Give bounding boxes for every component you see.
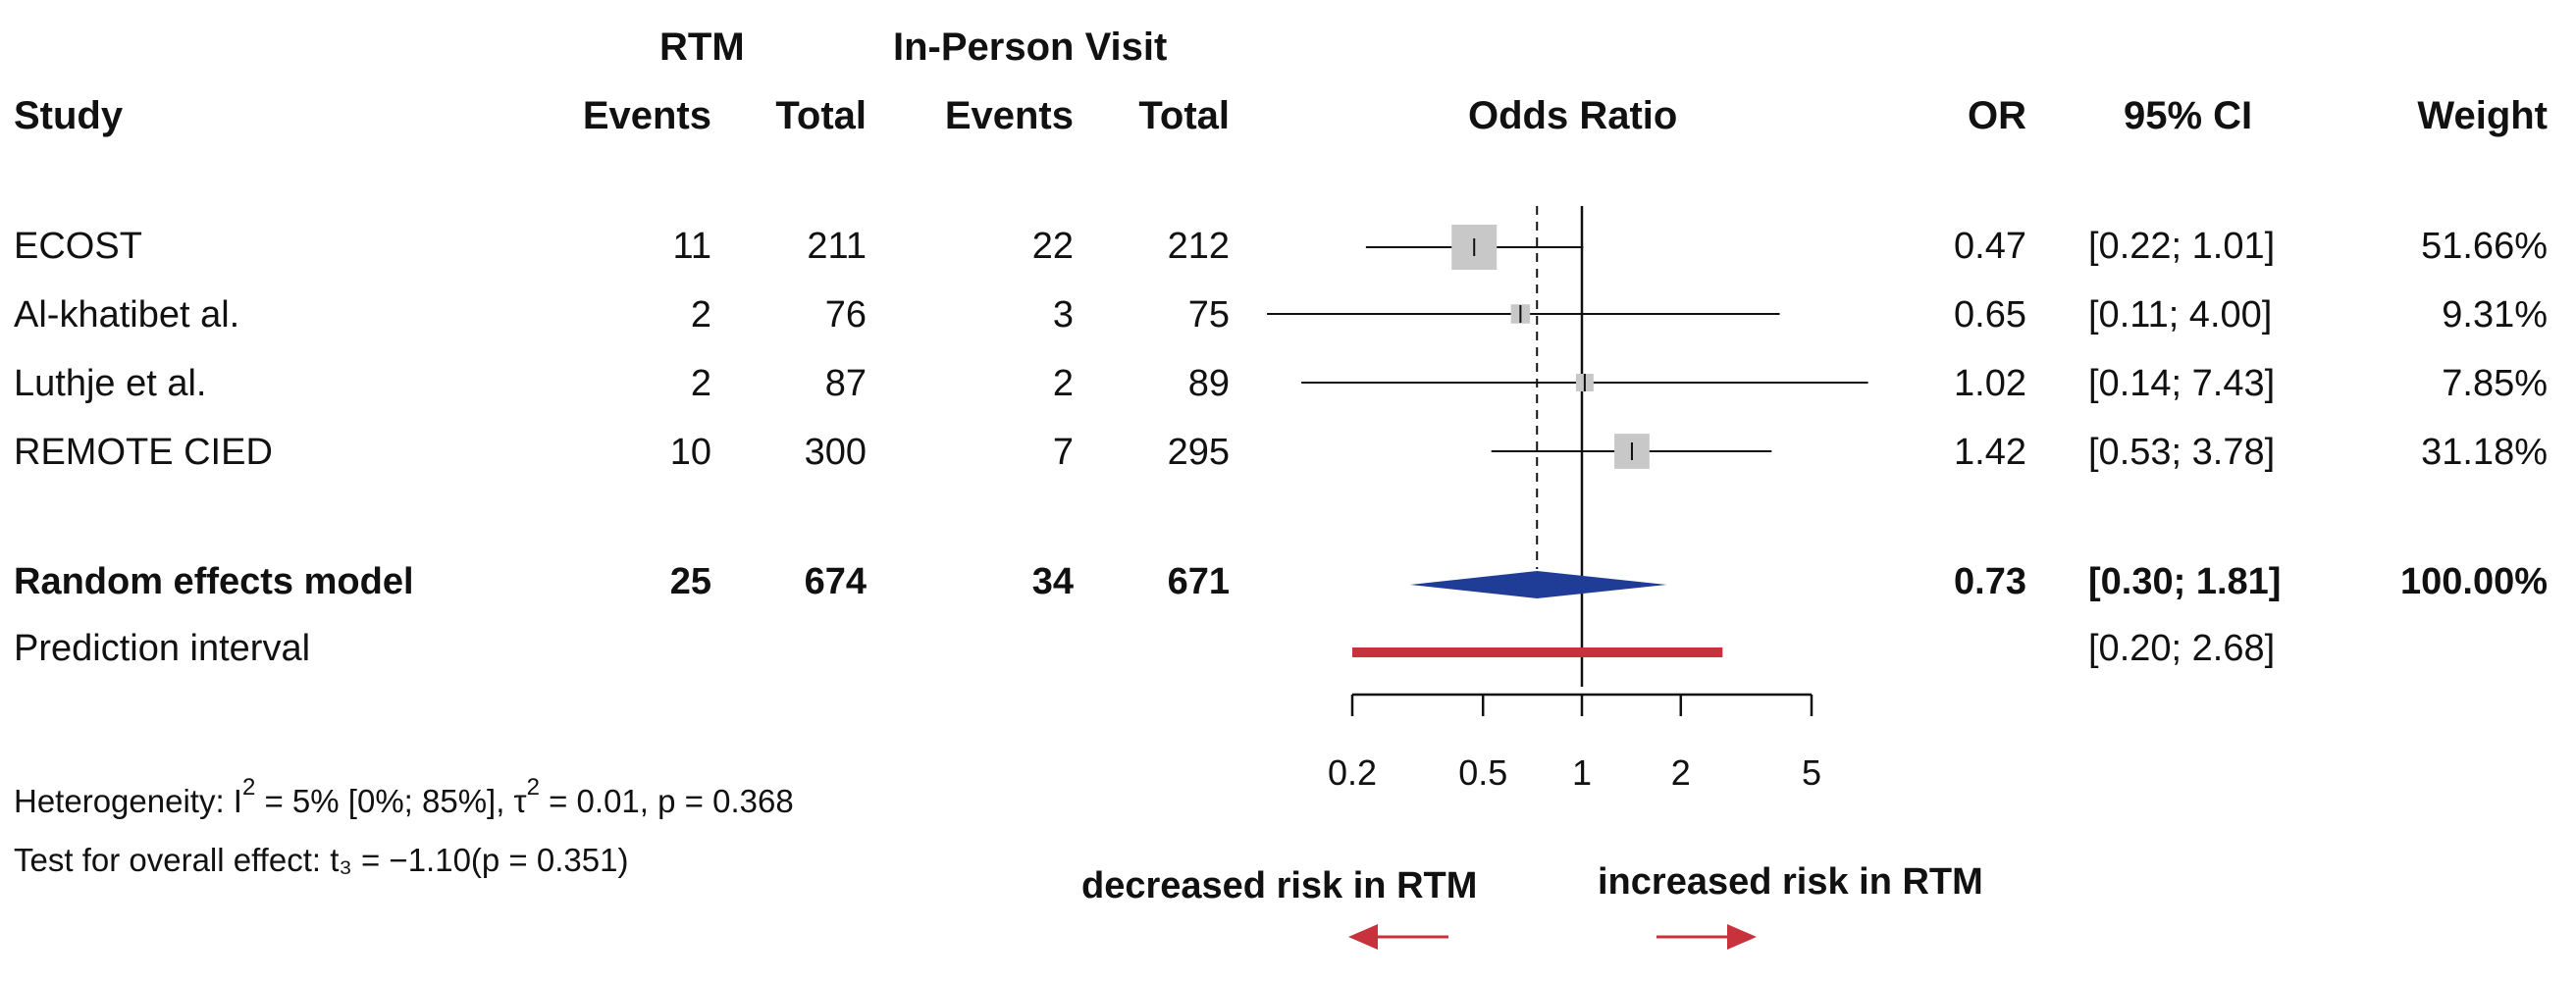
x-axis-tick-label: 5 <box>1802 752 1821 793</box>
events-in-person: 34 <box>1031 561 1074 602</box>
increased-risk-arrow-head <box>1727 924 1757 950</box>
confidence-interval: [0.53; 3.78] <box>2088 432 2276 473</box>
header-odds-ratio: Odds Ratio <box>1468 94 1678 137</box>
confidence-interval: [0.30; 1.81] <box>2088 561 2282 602</box>
events-in-person: 22 <box>1031 226 1074 267</box>
odds-ratio-value: 0.65 <box>1954 294 2026 336</box>
confidence-interval: [0.20; 2.68] <box>2088 628 2276 669</box>
confidence-interval: [0.11; 4.00] <box>2088 294 2273 336</box>
total-rtm: 211 <box>807 226 867 267</box>
header-total-in-person: Total <box>1138 94 1230 137</box>
study-name: Luthje et al. <box>14 363 207 404</box>
events-in-person: 3 <box>1052 294 1074 336</box>
total-rtm: 674 <box>804 561 867 602</box>
study-name: Al-khatibet al. <box>14 294 240 336</box>
odds-ratio-value: 1.42 <box>1954 432 2026 473</box>
total-in-person: 75 <box>1187 294 1230 336</box>
events-rtm: 2 <box>690 294 711 336</box>
header-events-rtm: Events <box>582 94 711 137</box>
events-rtm: 11 <box>672 226 711 267</box>
odds-ratio-value: 1.02 <box>1954 363 2026 404</box>
total-rtm: 300 <box>804 432 867 473</box>
x-axis-tick-label: 1 <box>1572 752 1592 793</box>
study-name: REMOTE CIED <box>14 432 273 473</box>
confidence-interval: [0.14; 7.43] <box>2088 363 2276 404</box>
header-group-in-person: In-Person Visit <box>893 26 1168 69</box>
total-in-person: 212 <box>1167 226 1230 267</box>
heterogeneity-text: Heterogeneity: I2 = 5% [0%; 85%], τ2 = 0… <box>14 774 794 819</box>
decreased-risk-arrow-head <box>1348 924 1378 950</box>
header-total-rtm: Total <box>775 94 867 137</box>
header-ci: 95% CI <box>2124 94 2253 137</box>
total-in-person: 89 <box>1187 363 1230 404</box>
study-name: Prediction interval <box>14 628 311 669</box>
confidence-interval: [0.22; 1.01] <box>2088 226 2276 267</box>
events-rtm: 2 <box>690 363 711 404</box>
total-rtm: 87 <box>824 363 867 404</box>
events-rtm: 10 <box>669 432 711 473</box>
header-group-rtm: RTM <box>659 26 745 69</box>
decreased-risk-label: decreased risk in RTM <box>1081 865 1478 906</box>
x-axis-tick-label: 0.5 <box>1458 752 1507 793</box>
header-weight: Weight <box>2417 94 2548 137</box>
study-name: ECOST <box>14 226 142 267</box>
total-rtm: 76 <box>824 294 867 336</box>
total-in-person: 671 <box>1167 561 1230 602</box>
odds-ratio-value: 0.73 <box>1954 561 2026 602</box>
header-or: OR <box>1968 94 2026 137</box>
weight-value: 100.00% <box>2399 561 2548 602</box>
events-rtm: 25 <box>669 561 711 602</box>
x-axis-tick-label: 0.2 <box>1328 752 1377 793</box>
overall-effect-text: Test for overall effect: t₃ = −1.10(p = … <box>14 842 629 878</box>
weight-value: 51.66% <box>2421 226 2548 267</box>
total-in-person: 295 <box>1167 432 1230 473</box>
weight-value: 31.18% <box>2421 432 2548 473</box>
events-in-person: 2 <box>1052 363 1074 404</box>
pooled-estimate-diamond <box>1409 571 1667 598</box>
odds-ratio-value: 0.47 <box>1954 226 2026 267</box>
weight-value: 9.31% <box>2442 294 2548 336</box>
increased-risk-label: increased risk in RTM <box>1598 861 1983 903</box>
header-study: Study <box>14 94 124 137</box>
events-in-person: 7 <box>1052 432 1074 473</box>
study-name: Random effects model <box>14 561 414 602</box>
header-events-in-person: Events <box>944 94 1074 137</box>
x-axis-tick-label: 2 <box>1671 752 1691 793</box>
weight-value: 7.85% <box>2442 363 2548 404</box>
